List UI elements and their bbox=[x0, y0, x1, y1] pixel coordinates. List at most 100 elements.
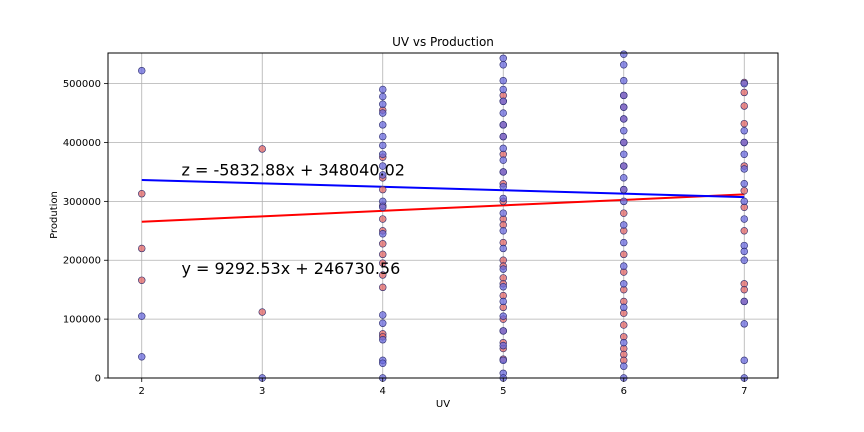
data-point bbox=[740, 320, 748, 328]
x-axis-label: UV bbox=[436, 399, 450, 410]
data-point bbox=[620, 338, 628, 347]
data-point bbox=[740, 165, 748, 173]
data-point bbox=[379, 162, 387, 170]
data-point bbox=[620, 303, 628, 312]
data-point bbox=[379, 283, 387, 292]
data-point bbox=[499, 194, 507, 203]
y-axis-label: Prodution bbox=[49, 191, 60, 239]
data-point bbox=[138, 353, 146, 361]
data-point bbox=[740, 119, 748, 128]
data-point bbox=[499, 312, 507, 320]
data-point bbox=[379, 100, 387, 108]
data-point bbox=[499, 265, 507, 273]
data-point bbox=[379, 215, 387, 223]
data-point bbox=[499, 356, 507, 365]
data-point bbox=[499, 109, 507, 117]
data-point bbox=[379, 203, 387, 211]
data-point bbox=[138, 276, 146, 284]
data-point bbox=[379, 132, 387, 141]
data-point bbox=[379, 121, 387, 129]
data-point bbox=[499, 182, 507, 191]
data-point bbox=[379, 319, 387, 327]
y-axis-ticks: 0 100000 200000 300000 400000 500000 bbox=[63, 79, 108, 385]
data-point bbox=[740, 356, 748, 365]
data-point bbox=[620, 76, 628, 85]
data-point bbox=[740, 102, 748, 110]
data-point bbox=[499, 209, 507, 217]
data-point bbox=[620, 280, 628, 288]
data-point bbox=[499, 327, 507, 335]
data-point bbox=[379, 92, 387, 101]
data-point bbox=[620, 150, 628, 158]
data-point bbox=[379, 240, 387, 248]
data-point bbox=[499, 168, 507, 176]
data-point bbox=[620, 362, 628, 370]
fit-line-2 bbox=[141, 178, 745, 199]
x-tick-label: 4 bbox=[380, 386, 386, 397]
chart-title: UV vs Production bbox=[392, 35, 494, 49]
data-point bbox=[379, 85, 387, 94]
y-tick-label: 400000 bbox=[63, 138, 101, 149]
x-tick-label: 3 bbox=[259, 386, 265, 397]
data-point bbox=[740, 127, 748, 135]
data-point bbox=[620, 250, 628, 259]
data-point bbox=[499, 156, 507, 164]
data-point bbox=[379, 141, 387, 150]
fit-lines bbox=[141, 178, 745, 223]
data-point bbox=[620, 103, 628, 111]
data-points bbox=[138, 50, 748, 382]
data-point bbox=[258, 145, 266, 153]
x-axis-ticks: 2 3 4 5 6 7 bbox=[139, 378, 747, 397]
x-tick-label: 7 bbox=[741, 386, 747, 397]
data-point bbox=[620, 115, 628, 123]
series-2 bbox=[138, 50, 748, 382]
data-point bbox=[620, 162, 628, 170]
fit-line-1 bbox=[141, 193, 745, 223]
data-point bbox=[499, 144, 507, 153]
y-tick-label: 300000 bbox=[63, 197, 101, 208]
data-point bbox=[620, 238, 628, 247]
data-point bbox=[620, 127, 628, 135]
data-point bbox=[740, 138, 748, 147]
data-point bbox=[138, 66, 146, 75]
data-point bbox=[620, 197, 628, 206]
equation-annotations: z = -5832.88x + 348040.02 y = 9292.53x + … bbox=[182, 160, 405, 277]
data-point bbox=[740, 88, 748, 97]
data-point bbox=[379, 259, 387, 267]
data-point bbox=[258, 308, 266, 316]
data-point bbox=[379, 109, 387, 117]
data-point bbox=[379, 311, 387, 319]
data-point bbox=[499, 283, 507, 291]
x-tick-label: 5 bbox=[500, 386, 506, 397]
data-point bbox=[138, 244, 146, 253]
data-point bbox=[740, 215, 748, 223]
data-point bbox=[138, 190, 146, 198]
x-tick-label: 2 bbox=[139, 386, 145, 397]
data-point bbox=[499, 297, 507, 306]
x-tick-label: 6 bbox=[621, 386, 627, 397]
data-point bbox=[740, 256, 748, 264]
equation-label-1: z = -5832.88x + 348040.02 bbox=[182, 160, 405, 179]
plot-frame bbox=[107, 52, 779, 379]
data-point bbox=[620, 221, 628, 229]
data-point bbox=[499, 132, 507, 141]
data-point bbox=[740, 227, 748, 235]
data-point bbox=[620, 174, 628, 182]
data-point bbox=[379, 271, 387, 279]
data-point bbox=[620, 209, 628, 217]
data-point bbox=[499, 244, 507, 253]
data-point bbox=[379, 171, 387, 179]
data-point bbox=[620, 262, 628, 270]
data-point bbox=[620, 61, 628, 69]
data-point bbox=[740, 297, 748, 306]
data-point bbox=[740, 247, 748, 256]
data-point bbox=[379, 359, 387, 367]
y-tick-label: 0 bbox=[95, 374, 101, 385]
data-point bbox=[138, 312, 146, 320]
data-point bbox=[740, 285, 748, 294]
data-point bbox=[379, 150, 387, 158]
data-point bbox=[379, 185, 387, 194]
data-point bbox=[620, 50, 628, 58]
